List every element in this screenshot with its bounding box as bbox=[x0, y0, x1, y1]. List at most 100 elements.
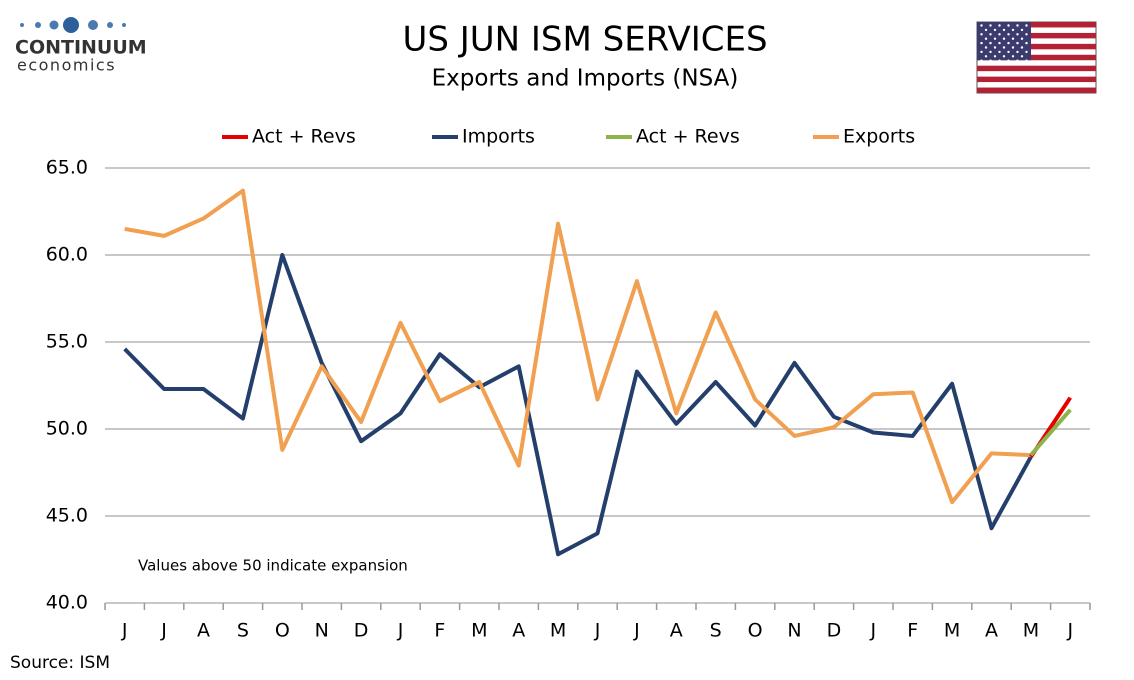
flag-star bbox=[980, 50, 983, 54]
flag-star bbox=[1025, 41, 1028, 45]
flag-star bbox=[1016, 50, 1019, 54]
flag-star bbox=[1020, 28, 1024, 32]
flag-star bbox=[1016, 59, 1019, 62]
x-tick-label: N bbox=[315, 620, 329, 642]
flag-star bbox=[980, 59, 983, 62]
x-tick-label: J bbox=[397, 620, 404, 642]
flag-star bbox=[1007, 24, 1010, 27]
flag-star bbox=[998, 24, 1001, 27]
flag-star bbox=[1007, 33, 1010, 36]
legend-label: Exports bbox=[843, 126, 915, 148]
flag-star bbox=[984, 46, 988, 49]
flag-star bbox=[1011, 28, 1015, 32]
x-tick-label: S bbox=[237, 620, 249, 642]
x-tick-label: A bbox=[512, 620, 525, 642]
flag-star bbox=[980, 33, 983, 36]
series-line bbox=[124, 188, 1031, 505]
flag-star bbox=[1002, 46, 1006, 49]
x-tick-label: J bbox=[1066, 620, 1073, 642]
x-tick-label: J bbox=[160, 620, 167, 642]
flag-star bbox=[984, 55, 988, 58]
x-tick-label: S bbox=[710, 620, 722, 642]
flag-star bbox=[993, 37, 997, 40]
flag-star bbox=[998, 59, 1001, 62]
flag-star bbox=[989, 50, 992, 54]
x-tick-label: A bbox=[670, 620, 683, 642]
flag-star bbox=[1011, 37, 1015, 40]
x-tick-label: M bbox=[550, 620, 566, 642]
legend-label: Imports bbox=[462, 126, 535, 148]
chart-title: US JUN ISM SERVICES bbox=[402, 20, 767, 60]
legend-label: Act + Revs bbox=[636, 126, 740, 148]
x-tick-label: N bbox=[787, 620, 801, 642]
x-tick-label: M bbox=[471, 620, 487, 642]
flag-star bbox=[1025, 59, 1028, 62]
x-tick-label: J bbox=[869, 620, 876, 642]
y-tick-label: 45.0 bbox=[46, 505, 88, 527]
x-tick-label: D bbox=[354, 620, 369, 642]
logo: CONTINUUM economics bbox=[15, 17, 147, 75]
x-tick-label: F bbox=[434, 620, 445, 642]
flag-star bbox=[1020, 46, 1024, 49]
flag-star bbox=[1002, 28, 1006, 32]
flag-star bbox=[1016, 33, 1019, 36]
flag-star bbox=[1007, 59, 1010, 62]
flag-star bbox=[1020, 55, 1024, 58]
brand-name: CONTINUUM bbox=[15, 37, 147, 59]
x-tick-label: J bbox=[121, 620, 128, 642]
flag-star bbox=[1011, 55, 1015, 58]
flag-star bbox=[984, 28, 988, 32]
x-tick-label: J bbox=[633, 620, 640, 642]
flag-stripe bbox=[977, 65, 1096, 72]
flag-star bbox=[1016, 24, 1019, 27]
x-tick-label: J bbox=[594, 620, 601, 642]
series-line bbox=[1029, 408, 1072, 457]
legend-label: Act + Revs bbox=[252, 126, 356, 148]
flag-star bbox=[1002, 55, 1006, 58]
y-tick-label: 65.0 bbox=[46, 157, 88, 179]
flag-star bbox=[1011, 46, 1015, 49]
flag-star bbox=[980, 24, 983, 27]
x-tick-label: F bbox=[907, 620, 918, 642]
flag-star bbox=[1002, 37, 1006, 40]
y-tick-label: 40.0 bbox=[46, 592, 88, 614]
flag-stripe bbox=[977, 43, 1096, 50]
annotation: Values above 50 indicate expansion bbox=[138, 557, 408, 575]
flag-star bbox=[998, 41, 1001, 45]
source: Source: ISM bbox=[10, 653, 110, 673]
x-tick-label: O bbox=[748, 620, 763, 642]
x-tick-label: A bbox=[197, 620, 210, 642]
x-tick-label: M bbox=[1023, 620, 1039, 642]
flag-stripe bbox=[977, 54, 1096, 61]
flag-canton bbox=[977, 22, 1031, 61]
flag-star bbox=[1025, 24, 1028, 27]
flag-star bbox=[993, 28, 997, 32]
brand-tagline: economics bbox=[17, 56, 116, 75]
flag-star bbox=[993, 46, 997, 49]
flag-star bbox=[989, 41, 992, 45]
flag-star bbox=[1020, 37, 1024, 40]
flag bbox=[976, 21, 1097, 94]
series-line bbox=[123, 253, 1033, 557]
flag-star bbox=[989, 33, 992, 36]
y-tick-label: 50.0 bbox=[46, 418, 88, 440]
x-tick-label: D bbox=[827, 620, 842, 642]
flag-star bbox=[1025, 33, 1028, 36]
flag-stripe bbox=[977, 32, 1096, 39]
flag-star bbox=[998, 33, 1001, 36]
flag-star bbox=[1007, 50, 1010, 54]
flag-star bbox=[993, 55, 997, 58]
x-tick-label: M bbox=[944, 620, 960, 642]
flag-star bbox=[989, 59, 992, 62]
flag-star bbox=[989, 24, 992, 27]
flag-star bbox=[1007, 41, 1010, 45]
y-tick-label: 60.0 bbox=[46, 244, 88, 266]
flag-star bbox=[1025, 50, 1028, 54]
flag-stripe bbox=[977, 22, 1096, 28]
y-tick-label: 55.0 bbox=[46, 331, 88, 353]
flag-star bbox=[984, 37, 988, 40]
flag-stripe bbox=[977, 87, 1096, 93]
x-tick-label: O bbox=[275, 620, 290, 642]
flag-stripe bbox=[977, 76, 1096, 83]
x-tick-label: A bbox=[985, 620, 998, 642]
